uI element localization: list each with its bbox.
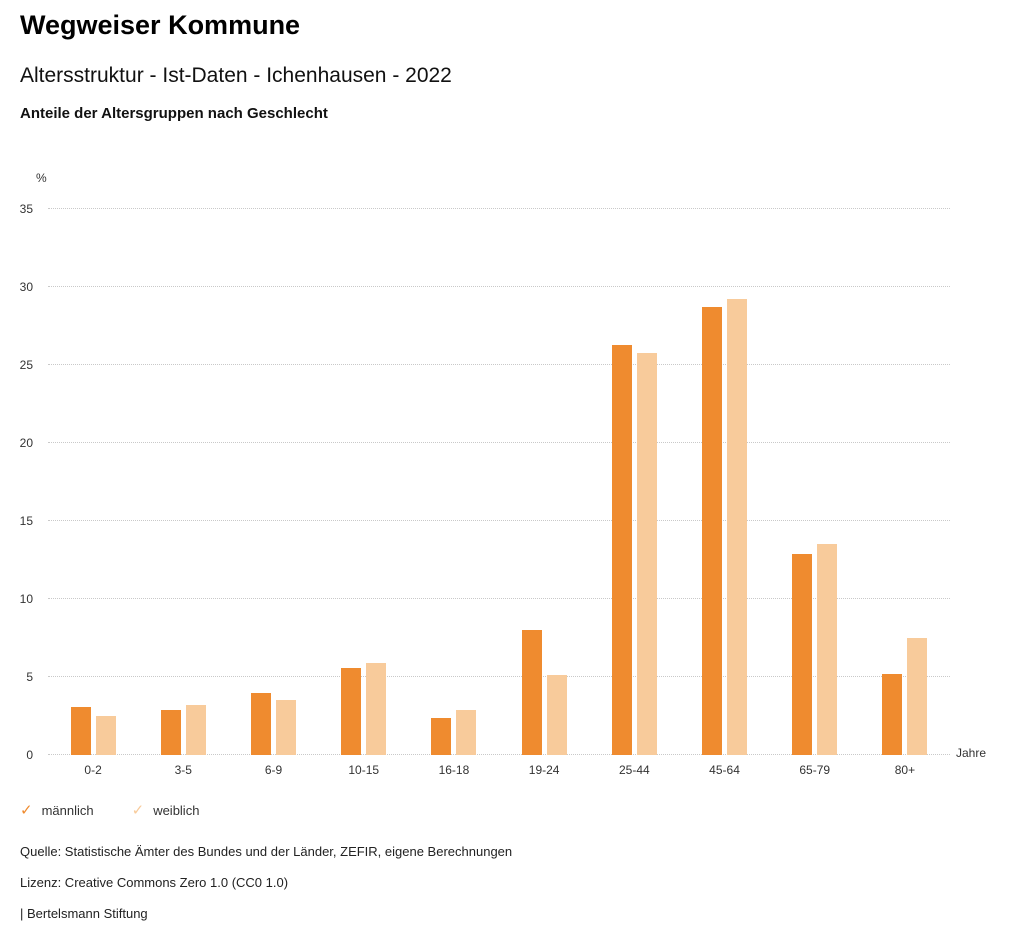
bar-maennlich-6-9[interactable]: [251, 692, 271, 755]
bar-pair: [160, 209, 206, 755]
bar-group-80: 80+: [860, 209, 950, 777]
bar-pair: [251, 209, 296, 755]
bar-group-16-18: 16-18: [409, 209, 499, 777]
bar-pair: [341, 209, 387, 755]
bar-group-0-2: 0-2: [48, 209, 138, 777]
y-tick-label-35: 35: [19, 202, 33, 216]
legend: ✓ männlich ✓ weiblich: [20, 803, 199, 818]
gridline-5: 5: [26, 670, 950, 684]
x-tick-label-45-64: 45-64: [709, 763, 740, 777]
brand-note: | Bertelsmann Stiftung: [20, 906, 148, 921]
bar-maennlich-45-64[interactable]: [702, 307, 723, 755]
bar-maennlich-80[interactable]: [882, 673, 903, 755]
bar-pair: [70, 209, 116, 755]
bar-group-6-9: 6-9: [228, 209, 318, 777]
bar-maennlich-3-5[interactable]: [160, 709, 181, 755]
bar-group-3-5: 3-5: [138, 209, 228, 777]
bar-maennlich-25-44[interactable]: [611, 344, 632, 755]
x-tick-label-3-5: 3-5: [174, 763, 192, 777]
y-tick-label-15: 15: [19, 514, 33, 528]
legend-item-weiblich[interactable]: ✓ weiblich: [132, 803, 200, 818]
bar-weiblich-19-24[interactable]: [546, 675, 567, 755]
y-tick-label-25: 25: [19, 358, 33, 372]
check-icon: ✓: [131, 802, 145, 819]
gridline-10: 10: [20, 592, 950, 606]
bar-weiblich-25-44[interactable]: [636, 352, 657, 755]
gridline-15: 15: [20, 514, 950, 528]
bar-group-25-44: 25-44: [589, 209, 679, 777]
bar-group-10-15: 10-15: [319, 209, 409, 777]
bar-maennlich-65-79[interactable]: [792, 553, 813, 755]
y-tick-label-20: 20: [19, 436, 33, 450]
bar-weiblich-6-9[interactable]: [276, 700, 296, 755]
bar-maennlich-0-2[interactable]: [70, 706, 91, 755]
x-tick-label-16-18: 16-18: [438, 763, 470, 777]
bar-maennlich-19-24[interactable]: [521, 630, 542, 755]
bar-weiblich-45-64[interactable]: [727, 299, 748, 755]
bar-pair: [882, 209, 928, 755]
y-tick-label-30: 30: [19, 280, 33, 294]
bar-pair: [702, 209, 748, 755]
x-tick-label-10-15: 10-15: [348, 763, 380, 777]
bar-weiblich-80[interactable]: [907, 638, 928, 755]
x-tick-label-65-79: 65-79: [799, 763, 831, 777]
bar-weiblich-3-5[interactable]: [185, 705, 206, 755]
legend-label-weiblich: weiblich: [153, 803, 200, 818]
y-tick-label-10: 10: [19, 592, 33, 606]
footer: Quelle: Statistische Ämter des Bundes un…: [20, 844, 512, 921]
source-note: Quelle: Statistische Ämter des Bundes un…: [20, 844, 513, 859]
bar-weiblich-16-18[interactable]: [456, 709, 477, 755]
bar-groups: 0-2 3-5 6-9 10-15 16-18 19-24 25-44 45-64 65-79 8…: [48, 209, 950, 777]
x-tick-label-0-2: 0-2: [84, 763, 102, 777]
chart-subtitle: Altersstruktur - Ist-Daten - Ichenhausen…: [20, 64, 452, 87]
bar-group-45-64: 45-64: [679, 209, 769, 777]
y-axis-unit-label: %: [36, 171, 47, 185]
plot-area: 0 5 10 15 20 25 30 35 0-2 3-5 6-9 10-15 16-18 19-24 25…: [20, 202, 950, 777]
bar-weiblich-65-79[interactable]: [817, 544, 838, 755]
x-tick-label-25-44: 25-44: [618, 763, 650, 777]
check-icon: ✓: [20, 802, 33, 819]
x-tick-label-80: 80+: [894, 763, 916, 777]
bar-maennlich-10-15[interactable]: [341, 667, 362, 755]
y-tick-label-5: 5: [26, 670, 33, 684]
gridline-0: 0: [26, 748, 950, 762]
page-title: Wegweiser Kommune: [20, 10, 301, 40]
x-tick-label-6-9: 6-9: [264, 763, 283, 777]
bar-pair: [431, 209, 477, 755]
gridline-20: 20: [20, 436, 950, 450]
bar-maennlich-16-18[interactable]: [431, 717, 452, 755]
bar-pair: [792, 209, 838, 755]
bar-pair: [521, 209, 567, 755]
gridline-25: 25: [20, 358, 950, 372]
chart-heading: Anteile der Altersgruppen nach Geschlech…: [20, 105, 328, 122]
gridline-35: 35: [20, 202, 950, 216]
bar-group-19-24: 19-24: [499, 209, 589, 777]
bar-weiblich-10-15[interactable]: [366, 662, 387, 755]
bar-weiblich-0-2[interactable]: [95, 716, 116, 755]
bar-pair: [611, 209, 657, 755]
y-tick-label-0: 0: [26, 748, 33, 762]
x-axis-unit-label: Jahre: [956, 746, 987, 760]
legend-item-maennlich[interactable]: ✓ männlich: [20, 803, 94, 818]
bar-group-65-79: 65-79: [770, 209, 860, 777]
x-tick-label-19-24: 19-24: [528, 763, 560, 777]
gridline-30: 30: [20, 280, 950, 294]
legend-label-maennlich: männlich: [41, 803, 94, 818]
license-note: Lizenz: Creative Commons Zero 1.0 (CC0 1…: [20, 875, 289, 890]
